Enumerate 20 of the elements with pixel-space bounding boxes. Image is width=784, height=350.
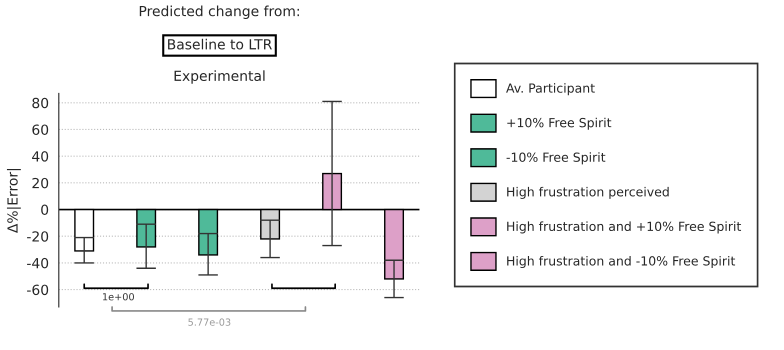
y-tick-label: 40 [32, 151, 48, 162]
text: 5.77e-03 [188, 318, 230, 326]
annotation: 1e+00 [103, 293, 134, 300]
y-tick-label: 20 [32, 178, 48, 188]
legend-label: High frustration and -10% Free Spirit [507, 256, 736, 268]
legend-label: -10% Free Spirit [506, 152, 606, 164]
legend-label: +10% Free Spirit [507, 118, 612, 130]
y-tick-label: -20 [27, 231, 48, 242]
text: Experimental [174, 70, 265, 84]
y-tick-label: 80 [32, 98, 48, 108]
y-axis-title: Δ%|Error| [6, 169, 21, 234]
legend-label: High frustration perceived [507, 186, 669, 199]
y-tick-label: 0 [41, 204, 48, 216]
y-tick-label: -60 [27, 284, 48, 296]
legend-label: High frustration and +10% Free Spirit [507, 221, 742, 234]
legend-label: Av. Participant [506, 83, 595, 96]
y-tick-label: -40 [27, 258, 48, 268]
chart-title: Predicted change from: [140, 6, 299, 19]
chart-subtitle: Baseline to LTR [168, 38, 272, 50]
y-tick-label: 60 [32, 124, 48, 135]
